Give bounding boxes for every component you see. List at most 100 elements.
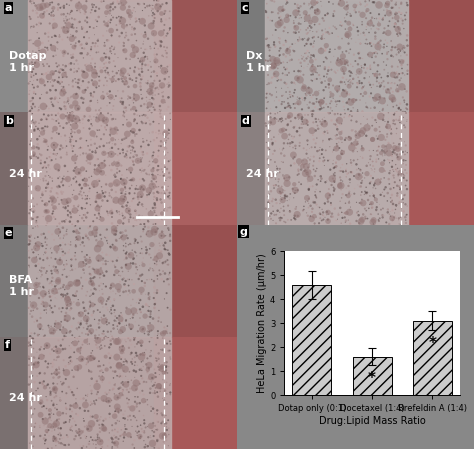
Point <box>27 307 35 314</box>
Point <box>165 127 173 134</box>
Point <box>136 273 144 280</box>
Point <box>42 249 49 256</box>
Point <box>97 334 105 341</box>
Point <box>48 0 56 6</box>
Point <box>131 116 138 123</box>
Point <box>395 104 403 111</box>
Point <box>295 170 302 177</box>
Point <box>133 182 140 189</box>
Point <box>401 214 409 221</box>
Point <box>337 79 345 86</box>
Point <box>148 373 155 380</box>
Point <box>361 75 368 82</box>
Point <box>57 425 64 432</box>
Point <box>67 60 75 67</box>
Point <box>373 206 380 213</box>
Point <box>25 381 33 388</box>
Point <box>329 160 337 167</box>
Point <box>109 0 117 7</box>
Point <box>131 444 138 449</box>
Point <box>109 287 117 295</box>
Point <box>343 0 351 6</box>
Point <box>81 113 88 120</box>
Point <box>104 70 111 78</box>
Point <box>46 158 54 165</box>
Point <box>311 172 319 180</box>
Point <box>370 192 377 199</box>
Point <box>285 174 293 181</box>
Point <box>88 44 95 51</box>
Point <box>78 94 85 101</box>
Point <box>25 355 33 362</box>
Point <box>26 60 33 67</box>
Point <box>320 154 328 161</box>
Point <box>60 176 68 183</box>
Point <box>104 211 112 219</box>
Point <box>96 269 103 276</box>
Point <box>29 101 37 109</box>
Point <box>118 373 126 380</box>
Point <box>130 255 137 262</box>
Point <box>35 44 43 52</box>
Point <box>50 400 57 407</box>
Point <box>107 285 114 292</box>
Point <box>282 66 289 73</box>
Point <box>45 29 52 36</box>
Point <box>78 285 86 292</box>
Point <box>106 354 114 361</box>
Point <box>149 167 156 174</box>
Point <box>301 9 309 16</box>
Point <box>311 16 319 23</box>
Point <box>377 134 385 141</box>
Point <box>55 242 62 250</box>
Point <box>342 26 349 33</box>
Point <box>133 417 140 424</box>
Point <box>30 152 38 159</box>
Point <box>46 165 54 172</box>
Point <box>52 67 60 75</box>
Point <box>352 57 359 65</box>
Point <box>59 293 67 300</box>
Point <box>374 62 382 69</box>
Point <box>134 429 141 436</box>
Point <box>316 101 324 109</box>
Point <box>295 116 302 123</box>
Point <box>57 424 64 431</box>
Point <box>101 343 109 350</box>
Point <box>301 170 309 177</box>
Point <box>116 320 123 327</box>
Point <box>155 0 162 4</box>
Point <box>55 438 62 445</box>
Point <box>87 271 95 278</box>
Point <box>165 126 173 133</box>
Point <box>26 174 33 181</box>
Point <box>131 248 139 255</box>
Point <box>166 237 174 244</box>
Point <box>348 113 356 120</box>
Point <box>165 250 173 257</box>
Point <box>31 423 38 430</box>
Point <box>157 41 164 48</box>
Point <box>75 169 83 176</box>
Point <box>41 158 49 166</box>
Point <box>91 302 99 309</box>
Point <box>151 444 158 449</box>
Point <box>86 195 93 202</box>
Point <box>395 48 402 55</box>
Point <box>80 88 88 95</box>
Point <box>166 275 173 282</box>
Point <box>146 2 153 9</box>
Point <box>269 202 277 210</box>
Point <box>162 437 170 444</box>
Point <box>59 324 67 331</box>
Point <box>84 209 91 216</box>
Point <box>379 14 387 21</box>
Point <box>39 415 46 423</box>
Point <box>352 39 360 46</box>
Point <box>57 342 64 349</box>
Point <box>115 272 123 279</box>
Point <box>78 356 85 363</box>
Point <box>77 317 85 324</box>
Point <box>324 209 332 216</box>
Point <box>46 416 54 423</box>
